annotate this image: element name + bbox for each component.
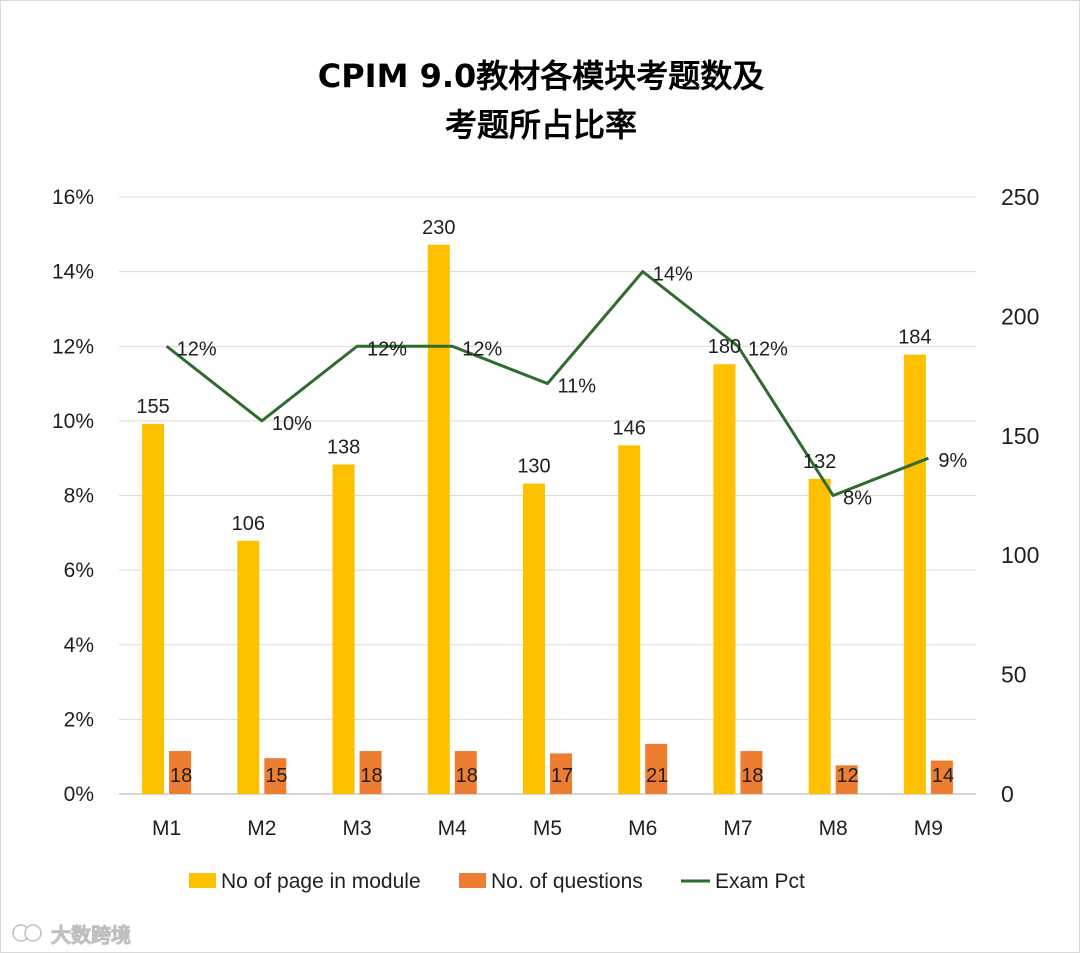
question-count-label: 15 bbox=[265, 765, 287, 787]
page-count-bar-m5 bbox=[523, 483, 545, 794]
gridlines bbox=[119, 196, 976, 795]
page-count-label: 106 bbox=[232, 513, 265, 535]
left-tick-label: 0% bbox=[64, 783, 94, 806]
exam-pct-label: 12% bbox=[462, 338, 502, 360]
legend-item-questions: No. of questions bbox=[459, 870, 643, 893]
legend-swatch bbox=[459, 873, 486, 888]
legend-label: No of page in module bbox=[221, 870, 421, 893]
question-count-label: 18 bbox=[741, 765, 763, 787]
question-count-bar-m9 bbox=[930, 760, 953, 794]
category-label-m2: M2 bbox=[247, 817, 276, 840]
chart-title-line-1: CPIM 9.0教材各模块考题数及 bbox=[318, 57, 765, 95]
page-count-bar-m6 bbox=[618, 445, 641, 794]
page-count-label: 130 bbox=[517, 456, 550, 478]
left-tick-label: 2% bbox=[64, 708, 94, 731]
left-y-axis: 0% 2% 4% 6% 8% 10% 12% 14% 16% bbox=[52, 186, 94, 806]
legend-label: Exam Pct bbox=[715, 870, 805, 893]
exam-pct-label: 14% bbox=[653, 264, 693, 286]
left-tick-label: 4% bbox=[64, 634, 94, 657]
question-count-label: 18 bbox=[170, 765, 192, 787]
question-count-label: 18 bbox=[360, 765, 382, 787]
category-label-m4: M4 bbox=[438, 817, 467, 840]
question-count-bar-m6 bbox=[645, 743, 668, 794]
page-count-label: 138 bbox=[327, 436, 360, 458]
legend-swatch bbox=[189, 873, 216, 888]
right-y-axis: 0 50 100 150 200 250 bbox=[1001, 184, 1039, 807]
question-count-bar-m3 bbox=[359, 751, 382, 794]
right-tick-label: 50 bbox=[1001, 662, 1027, 688]
question-count-bar-m2 bbox=[264, 758, 287, 794]
page-count-bar-m3 bbox=[332, 464, 355, 794]
category-label-m8: M8 bbox=[819, 817, 848, 840]
legend-label: No. of questions bbox=[491, 870, 643, 893]
question-count-label: 14 bbox=[932, 765, 954, 787]
page-count-label: 155 bbox=[136, 396, 169, 418]
left-tick-label: 14% bbox=[52, 261, 94, 284]
question-count-label: 12 bbox=[837, 765, 859, 787]
watermark-text: 大数跨境 bbox=[51, 923, 131, 947]
page-count-label: 180 bbox=[708, 336, 741, 358]
left-tick-label: 12% bbox=[52, 335, 94, 358]
question-count-label: 17 bbox=[551, 765, 573, 787]
page-count-label: 132 bbox=[803, 451, 836, 473]
category-label-m5: M5 bbox=[533, 817, 562, 840]
question-count-bar-m8 bbox=[835, 765, 858, 794]
question-count-bar-m1 bbox=[169, 751, 192, 794]
exam-pct-label: 9% bbox=[938, 450, 967, 472]
legend: No of page in module No. of questions Exam… bbox=[189, 870, 805, 893]
exam-pct-label: 12% bbox=[748, 338, 788, 360]
category-label-m3: M3 bbox=[342, 817, 371, 840]
question-count-label: 21 bbox=[646, 765, 668, 787]
page-count-bar-m1 bbox=[142, 423, 165, 794]
bars bbox=[142, 244, 953, 794]
category-label-m7: M7 bbox=[723, 817, 752, 840]
question-count-label: 18 bbox=[456, 765, 478, 787]
right-tick-label: 150 bbox=[1001, 423, 1039, 449]
chart-title-line-2: 考题所占比率 bbox=[445, 106, 637, 144]
exam-pct-line bbox=[165, 270, 929, 497]
page-count-bar-m4 bbox=[427, 244, 450, 794]
left-tick-label: 16% bbox=[52, 186, 94, 209]
watermark-logo: 大数跨境 bbox=[12, 923, 131, 947]
exam-pct-label: 12% bbox=[177, 338, 217, 360]
page-count-bar-m8 bbox=[808, 478, 831, 794]
category-label-m1: M1 bbox=[152, 817, 181, 840]
question-count-bar-m4 bbox=[454, 751, 477, 794]
watermark-icon bbox=[12, 924, 42, 942]
page-count-bar-m9 bbox=[903, 354, 926, 794]
legend-item-exam-pct: Exam Pct bbox=[681, 870, 805, 893]
chart-title: CPIM 9.0教材各模块考题数及 考题所占比率 bbox=[318, 57, 765, 144]
page-count-label: 146 bbox=[613, 417, 646, 439]
data-labels: 155 18 106 15 138 18 230 18 130 17 146 21 180 18 132 12… bbox=[136, 217, 967, 787]
left-tick-label: 6% bbox=[64, 559, 94, 582]
question-count-bar-m7 bbox=[740, 751, 763, 794]
page-count-bar-m2 bbox=[237, 540, 260, 794]
exam-pct-polyline bbox=[165, 270, 929, 497]
legend-item-pages: No of page in module bbox=[189, 870, 421, 893]
page-count-bar-m7 bbox=[713, 364, 736, 794]
x-axis: M1 M2 M3 M4 M5 M6 M7 M8 M9 bbox=[152, 817, 943, 840]
category-label-m6: M6 bbox=[628, 817, 657, 840]
exam-pct-label: 8% bbox=[843, 488, 872, 510]
exam-pct-label: 10% bbox=[272, 413, 312, 435]
category-label-m9: M9 bbox=[914, 817, 943, 840]
exam-pct-label: 11% bbox=[558, 376, 597, 398]
left-tick-label: 10% bbox=[52, 410, 94, 433]
page-count-label: 184 bbox=[898, 327, 931, 349]
right-tick-label: 250 bbox=[1001, 184, 1039, 210]
page-count-label: 230 bbox=[422, 217, 455, 239]
right-tick-label: 200 bbox=[1001, 303, 1039, 329]
right-tick-label: 100 bbox=[1001, 542, 1039, 568]
right-tick-label: 0 bbox=[1001, 781, 1014, 807]
exam-pct-label: 12% bbox=[367, 338, 407, 360]
left-tick-label: 8% bbox=[64, 485, 94, 508]
question-count-bar-m5 bbox=[550, 753, 572, 794]
